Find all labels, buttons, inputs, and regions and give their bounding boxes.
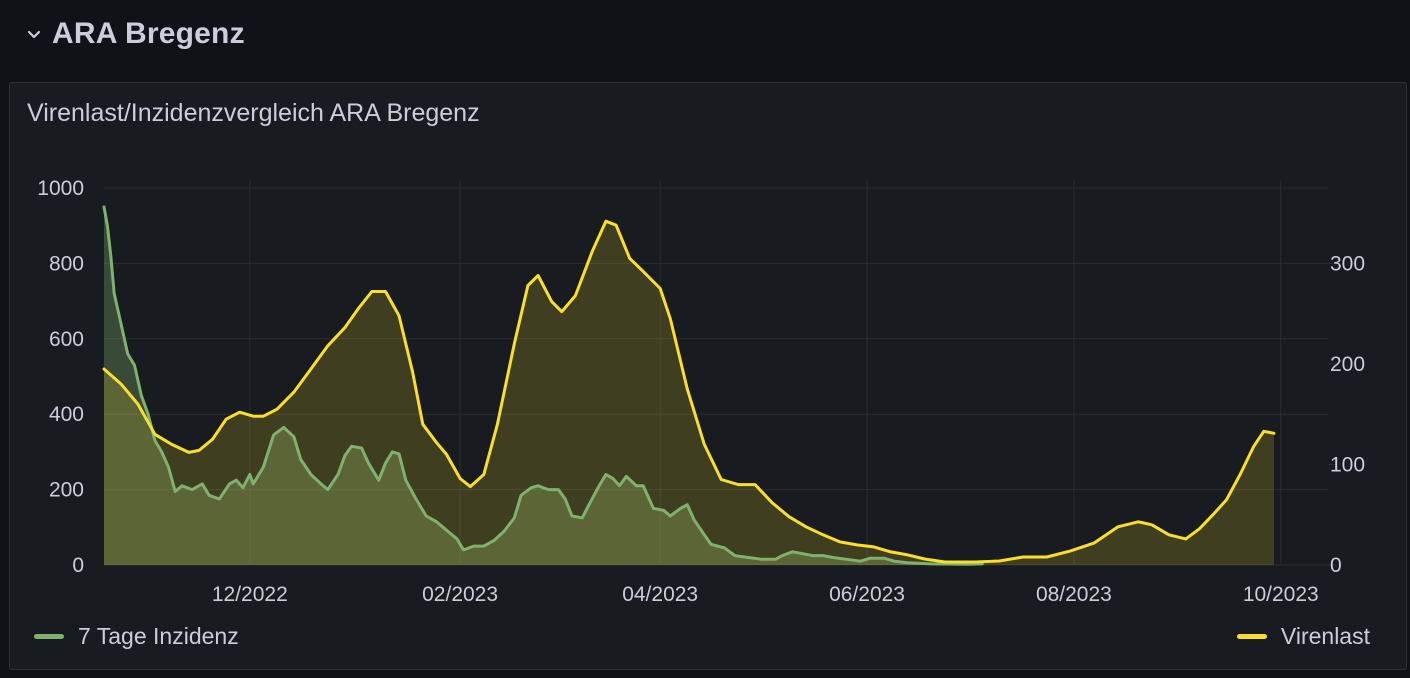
y-left-tick-label: 400 [49,403,84,426]
legend-swatch-virenlast [1236,634,1267,639]
y-right-tick-label: 300 [1330,252,1365,275]
y-right-tick-label: 200 [1330,353,1365,376]
series-lines [102,205,1276,566]
y-right-tick-label: 100 [1330,453,1365,476]
x-tick-label: 08/2023 [1036,583,1112,606]
series-area-0 [104,206,983,565]
timeseries-chart: 0 200 400 600 800 1000 0 100 200 300 12/2022 02/2… [37,177,1365,606]
row-title: ARA Bregenz [52,17,245,50]
series-line-1 [102,219,1276,564]
y-right-tick-label: 0 [1330,554,1342,577]
x-axis: 12/2022 02/2023 04/2023 06/2023 08/2023 10/20… [212,583,1319,606]
legend-item-virenlast[interactable]: Virenlast [1236,623,1370,650]
y-left-tick-label: 1000 [37,177,84,200]
x-tick-label: 10/2023 [1243,583,1319,606]
legend-item-inzidenz[interactable]: 7 Tage Inzidenz [34,623,239,650]
y-left-tick-label: 200 [49,479,84,502]
x-tick-label: 04/2023 [622,583,698,606]
legend-label-inzidenz: 7 Tage Inzidenz [78,623,239,649]
y-axis-left: 0 200 400 600 800 1000 [37,177,84,577]
series-area-1 [104,221,1274,565]
chevron-down-icon[interactable] [24,24,44,44]
chart-panel: Virenlast/Inzidenzvergleich ARA Bregenz … [9,82,1407,670]
x-tick-label: 06/2023 [829,583,905,606]
legend-swatch-inzidenz [34,634,64,639]
y-left-tick-label: 0 [72,554,84,577]
y-left-tick-label: 600 [49,328,84,351]
series-line-0 [102,205,984,566]
series-areas [104,206,1274,565]
grid [104,180,1328,566]
row-header[interactable]: ARA Bregenz [24,12,245,56]
legend-label-virenlast: Virenlast [1280,623,1370,649]
y-axis-right: 0 100 200 300 [1328,252,1365,577]
y-left-tick-label: 800 [49,252,84,275]
panel-title: Virenlast/Inzidenzvergleich ARA Bregenz [27,99,480,127]
x-tick-label: 02/2023 [422,583,498,606]
x-tick-label: 12/2022 [212,583,288,606]
